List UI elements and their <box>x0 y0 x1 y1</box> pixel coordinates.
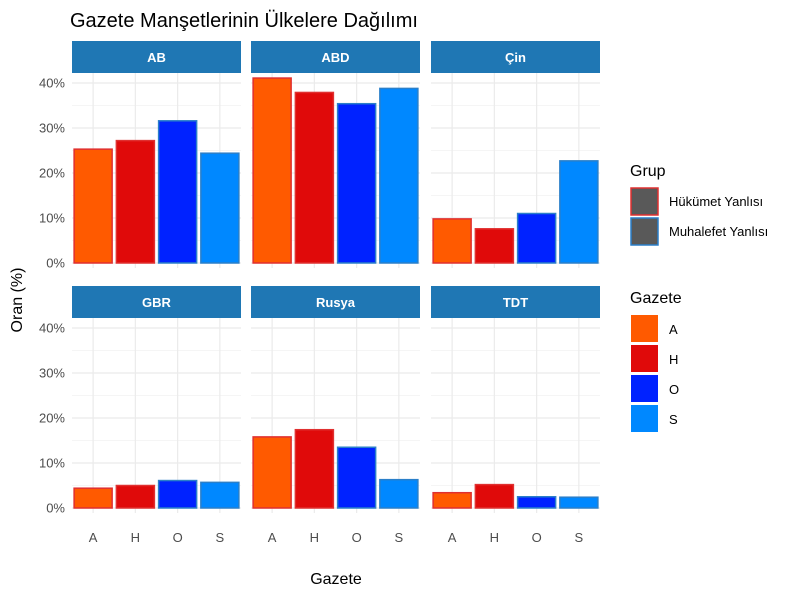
bar <box>73 487 113 509</box>
bar <box>516 212 557 264</box>
facet-strip-label: TDT <box>503 295 528 310</box>
bar <box>252 77 292 264</box>
facet-strip <box>431 286 600 318</box>
fill-legend-key <box>631 315 658 342</box>
y-axis-title: Oran (%) <box>9 268 26 333</box>
facet-strip <box>431 41 600 73</box>
group-legend-key <box>630 187 659 216</box>
fill-legend-label: H <box>669 352 678 367</box>
facet-strip <box>251 41 420 73</box>
x-tick-label: S <box>395 530 404 545</box>
x-tick-label: H <box>131 530 140 545</box>
fill-legend-key <box>631 345 658 372</box>
bar <box>432 218 472 264</box>
y-tick-label: 10% <box>39 456 65 471</box>
bar <box>157 120 198 264</box>
y-tick-label: 0% <box>46 501 65 516</box>
bar <box>336 102 377 264</box>
fill-legend-label: S <box>669 412 678 427</box>
facet-panel: ABD <box>251 41 420 268</box>
bar <box>294 91 335 264</box>
y-tick-label: 40% <box>39 321 65 336</box>
bar <box>516 496 557 509</box>
y-tick-label: 10% <box>39 211 65 226</box>
facet-panel: Çin <box>431 41 600 268</box>
bar <box>559 496 599 509</box>
facet-panels: AB 0% 10% 20% 30% 40% ABD Çin GBR 0% 10% 20% 30% 40% R… <box>39 41 600 516</box>
facet-strip-label: Rusya <box>316 295 356 310</box>
y-tick-label: 30% <box>39 366 65 381</box>
x-tick-label: A <box>89 530 98 545</box>
facet-panel: AB 0% 10% 20% 30% 40% <box>39 41 241 271</box>
bar <box>157 479 198 509</box>
fill-legend-label: O <box>669 382 679 397</box>
facet-panel: Rusya <box>251 286 420 513</box>
y-tick-label: 20% <box>39 411 65 426</box>
group-legend-key <box>630 217 659 246</box>
bar <box>379 478 419 509</box>
x-tick-label: S <box>575 530 584 545</box>
bar <box>336 446 377 509</box>
chart-title: Gazete Manşetlerinin Ülkelere Dağılımı <box>70 10 418 32</box>
x-tick-label: O <box>352 530 362 545</box>
y-tick-label: 20% <box>39 166 65 181</box>
bar <box>115 484 156 509</box>
facet-strip <box>251 286 420 318</box>
x-tick-label: S <box>216 530 225 545</box>
facet-strip <box>72 286 241 318</box>
bar <box>115 139 156 264</box>
bar <box>73 148 113 264</box>
facet-panel: TDT <box>431 286 600 513</box>
x-axis-title: Gazete <box>310 571 362 588</box>
facet-strip-label: Çin <box>505 50 526 65</box>
x-tick-label: O <box>532 530 542 545</box>
facet-strip-label: AB <box>147 50 166 65</box>
x-tick-label: H <box>490 530 499 545</box>
x-tick-label: A <box>268 530 277 545</box>
group-legend-label: Hükümet Yanlısı <box>669 194 763 209</box>
bar <box>200 152 240 264</box>
bar <box>559 160 599 264</box>
bar <box>200 481 240 509</box>
x-tick-label: H <box>310 530 319 545</box>
facet-panel: GBR 0% 10% 20% 30% 40% <box>39 286 241 516</box>
facet-strip <box>72 41 241 73</box>
group-legend-label: Muhalefet Yanlısı <box>669 224 768 239</box>
bar <box>474 228 515 264</box>
fill-legend-key <box>631 405 658 432</box>
bar <box>252 436 292 509</box>
bar <box>379 87 419 264</box>
fill-legend-title: Gazete <box>630 290 682 307</box>
y-tick-label: 30% <box>39 121 65 136</box>
facet-strip-label: ABD <box>321 50 349 65</box>
x-tick-label: A <box>448 530 457 545</box>
facet-strip-label: GBR <box>142 295 172 310</box>
group-legend-title: Grup <box>630 163 666 180</box>
x-tick-label: O <box>173 530 183 545</box>
bar <box>474 483 515 509</box>
fill-legend-key <box>631 375 658 402</box>
bar <box>432 491 472 509</box>
y-tick-label: 0% <box>46 256 65 271</box>
y-tick-label: 40% <box>39 76 65 91</box>
fill-legend-label: A <box>669 322 678 337</box>
bar <box>294 428 335 509</box>
